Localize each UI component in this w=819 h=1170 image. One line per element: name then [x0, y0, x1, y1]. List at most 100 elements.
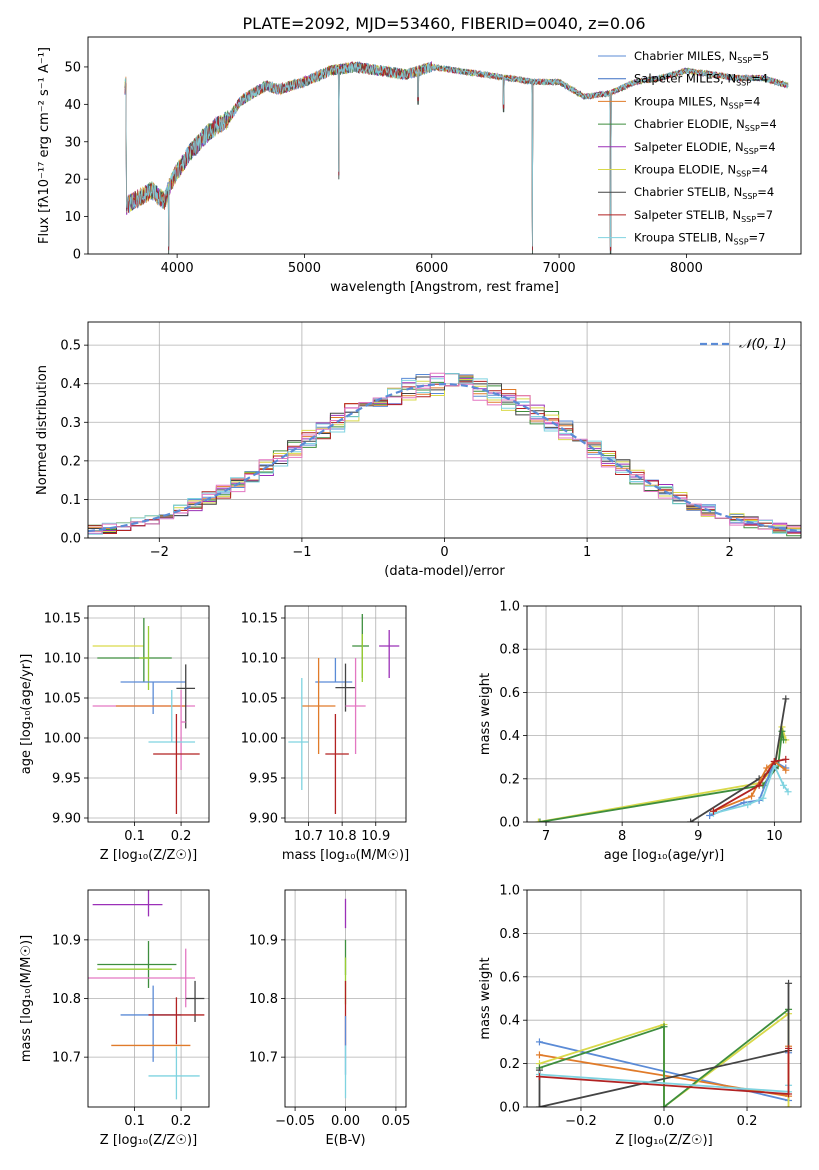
figure-title: PLATE=2092, MJD=53460, FIBERID=0040, z=0… — [242, 14, 645, 33]
legend-entry: Chabrier ELODIE, NSSP=4 — [634, 117, 777, 133]
y-tick-label: 20 — [64, 173, 81, 188]
x-tick-label: 10.8 — [328, 829, 357, 844]
plot-area-spectrum — [124, 60, 789, 254]
normal-curve — [88, 382, 801, 533]
y-tick-label: 0.0 — [60, 532, 81, 547]
legend: Chabrier MILES, NSSP=5 Salpeter MILES, NS… — [598, 49, 777, 247]
weight-line — [539, 731, 785, 822]
x-tick-label: −0.05 — [275, 1114, 315, 1129]
y-tick-label: 30 — [64, 135, 81, 150]
legend-entry: Salpeter MILES, NSSP=4 — [634, 72, 768, 88]
y-tick-label: 0.2 — [60, 454, 81, 469]
y-tick-label: 0.8 — [499, 927, 520, 942]
x-tick-label: 9 — [694, 829, 702, 844]
y-tick-label: 1.0 — [499, 600, 520, 615]
x-tick-label: 0.0 — [654, 1114, 675, 1129]
spectrum-line — [124, 60, 789, 251]
x-tick-label: −2 — [150, 545, 169, 560]
axes-frame — [526, 605, 802, 823]
x-tick-label: −1 — [292, 545, 311, 560]
x-tick-label: 4000 — [161, 261, 194, 276]
y-tick-label: 0.2 — [499, 772, 520, 787]
y-tick-label: 10.05 — [241, 692, 278, 707]
legend-entry: Kroupa ELODIE, NSSP=4 — [634, 163, 768, 179]
y-tick-label: 0.4 — [60, 377, 81, 392]
plot-area-age_vs_Z — [88, 606, 209, 822]
x-tick-label: 1 — [583, 545, 591, 560]
plot-area-mass_vs_Z — [88, 890, 209, 1107]
x-axis-label: (data-model)/error — [384, 564, 505, 579]
legend-entry: Kroupa MILES, NSSP=4 — [634, 94, 760, 110]
x-tick-label: −0.2 — [565, 1114, 597, 1129]
y-axis-label: age [log₁₀(age/yr)] — [19, 654, 34, 775]
spectrum-line — [124, 61, 789, 254]
x-tick-label: 10.7 — [294, 829, 323, 844]
x-tick-label: 0.2 — [171, 829, 192, 844]
y-tick-label: 0.1 — [60, 493, 81, 508]
y-axis-label: mass [log₁₀(M/M☉)] — [19, 935, 34, 1062]
x-tick-label: 6000 — [415, 261, 448, 276]
axes-frame — [87, 321, 802, 539]
y-tick-label: 0.6 — [499, 686, 520, 701]
y-tick-label: 0.3 — [60, 416, 81, 431]
y-tick-label: 9.90 — [249, 812, 278, 827]
y-tick-label: 1.0 — [499, 884, 520, 899]
y-tick-label: 10.00 — [241, 732, 278, 747]
axes-frame — [87, 36, 802, 255]
y-tick-label: 9.95 — [52, 772, 81, 787]
spectrum-line — [124, 62, 789, 254]
y-axis-label: Flux [fλ10⁻¹⁷ erg cm⁻² s⁻¹ A⁻¹] — [37, 47, 52, 244]
plot-area-weight_vs_Z — [527, 890, 801, 1107]
weight-line — [538, 726, 787, 822]
y-axis-label: Normed distribution — [35, 365, 50, 495]
x-tick-label: 8000 — [670, 261, 703, 276]
weight-line — [713, 763, 789, 815]
x-axis-label: Z [log₁₀(Z/Z☉)] — [615, 1133, 712, 1148]
y-tick-label: 10.7 — [52, 1051, 81, 1066]
x-axis-label: mass [log₁₀(M/M☉)] — [282, 848, 409, 863]
panel-weight_vs_Z: −0.2 0.0 0.2 0.0 0.2 0.4 0.6 0.8 1.0 Z [log₁₀(Z/Z… — [478, 884, 802, 1148]
axes-frame — [87, 605, 210, 823]
axes-frame — [87, 889, 210, 1108]
y-tick-label: 9.90 — [52, 812, 81, 827]
y-tick-label: 10.00 — [44, 732, 81, 747]
x-axis-label: age [log₁₀(age/yr)] — [604, 848, 725, 863]
y-tick-label: 9.95 — [249, 772, 278, 787]
spectrum-line — [124, 60, 789, 251]
y-tick-label: 10.15 — [241, 612, 278, 627]
x-tick-label: 0 — [440, 545, 448, 560]
y-axis-label: mass weight — [478, 673, 493, 755]
x-tick-label: 0.2 — [171, 1114, 192, 1129]
panel-residuals: −2 −1 0 1 2 0.0 0.1 0.2 0.3 0.4 0.5 (data-model)/er… — [35, 321, 802, 579]
x-tick-label: 0.2 — [737, 1114, 758, 1129]
y-tick-label: 10.10 — [241, 652, 278, 667]
y-tick-label: 0.0 — [499, 1101, 520, 1116]
y-axis-label: mass weight — [478, 957, 493, 1039]
y-tick-label: 0.4 — [499, 1014, 520, 1029]
legend-entry: Salpeter ELODIE, NSSP=4 — [634, 140, 776, 156]
weight-line — [690, 698, 787, 822]
y-tick-label: 0.0 — [499, 816, 520, 831]
legend-entry: Chabrier STELIB, NSSP=4 — [634, 185, 774, 201]
x-tick-label: 8 — [618, 829, 626, 844]
histogram-series — [88, 379, 801, 532]
y-tick-label: 50 — [64, 60, 81, 75]
y-tick-label: 40 — [64, 98, 81, 113]
spectrum-line — [124, 61, 789, 254]
weight-line — [713, 758, 786, 812]
y-tick-label: 0.5 — [60, 339, 81, 354]
legend-entry: Chabrier MILES, NSSP=5 — [634, 49, 769, 65]
y-tick-label: 10.8 — [249, 992, 278, 1007]
y-tick-label: 0.4 — [499, 729, 520, 744]
plot-area-mass_vs_ebv — [285, 890, 406, 1107]
x-tick-label: 7 — [542, 829, 550, 844]
y-tick-label: 10.9 — [249, 933, 278, 948]
y-tick-label: 0.6 — [499, 970, 520, 985]
x-tick-label: 10.9 — [361, 829, 390, 844]
x-tick-label: 0.1 — [124, 1114, 145, 1129]
y-tick-label: 10.7 — [249, 1051, 278, 1066]
x-tick-label: 0.00 — [331, 1114, 360, 1129]
panel-mass_vs_Z: 0.1 0.2 10.7 10.8 10.9 Z [log₁₀(Z/Z☉)] mass [l… — [19, 889, 210, 1148]
y-tick-label: 10.8 — [52, 992, 81, 1007]
